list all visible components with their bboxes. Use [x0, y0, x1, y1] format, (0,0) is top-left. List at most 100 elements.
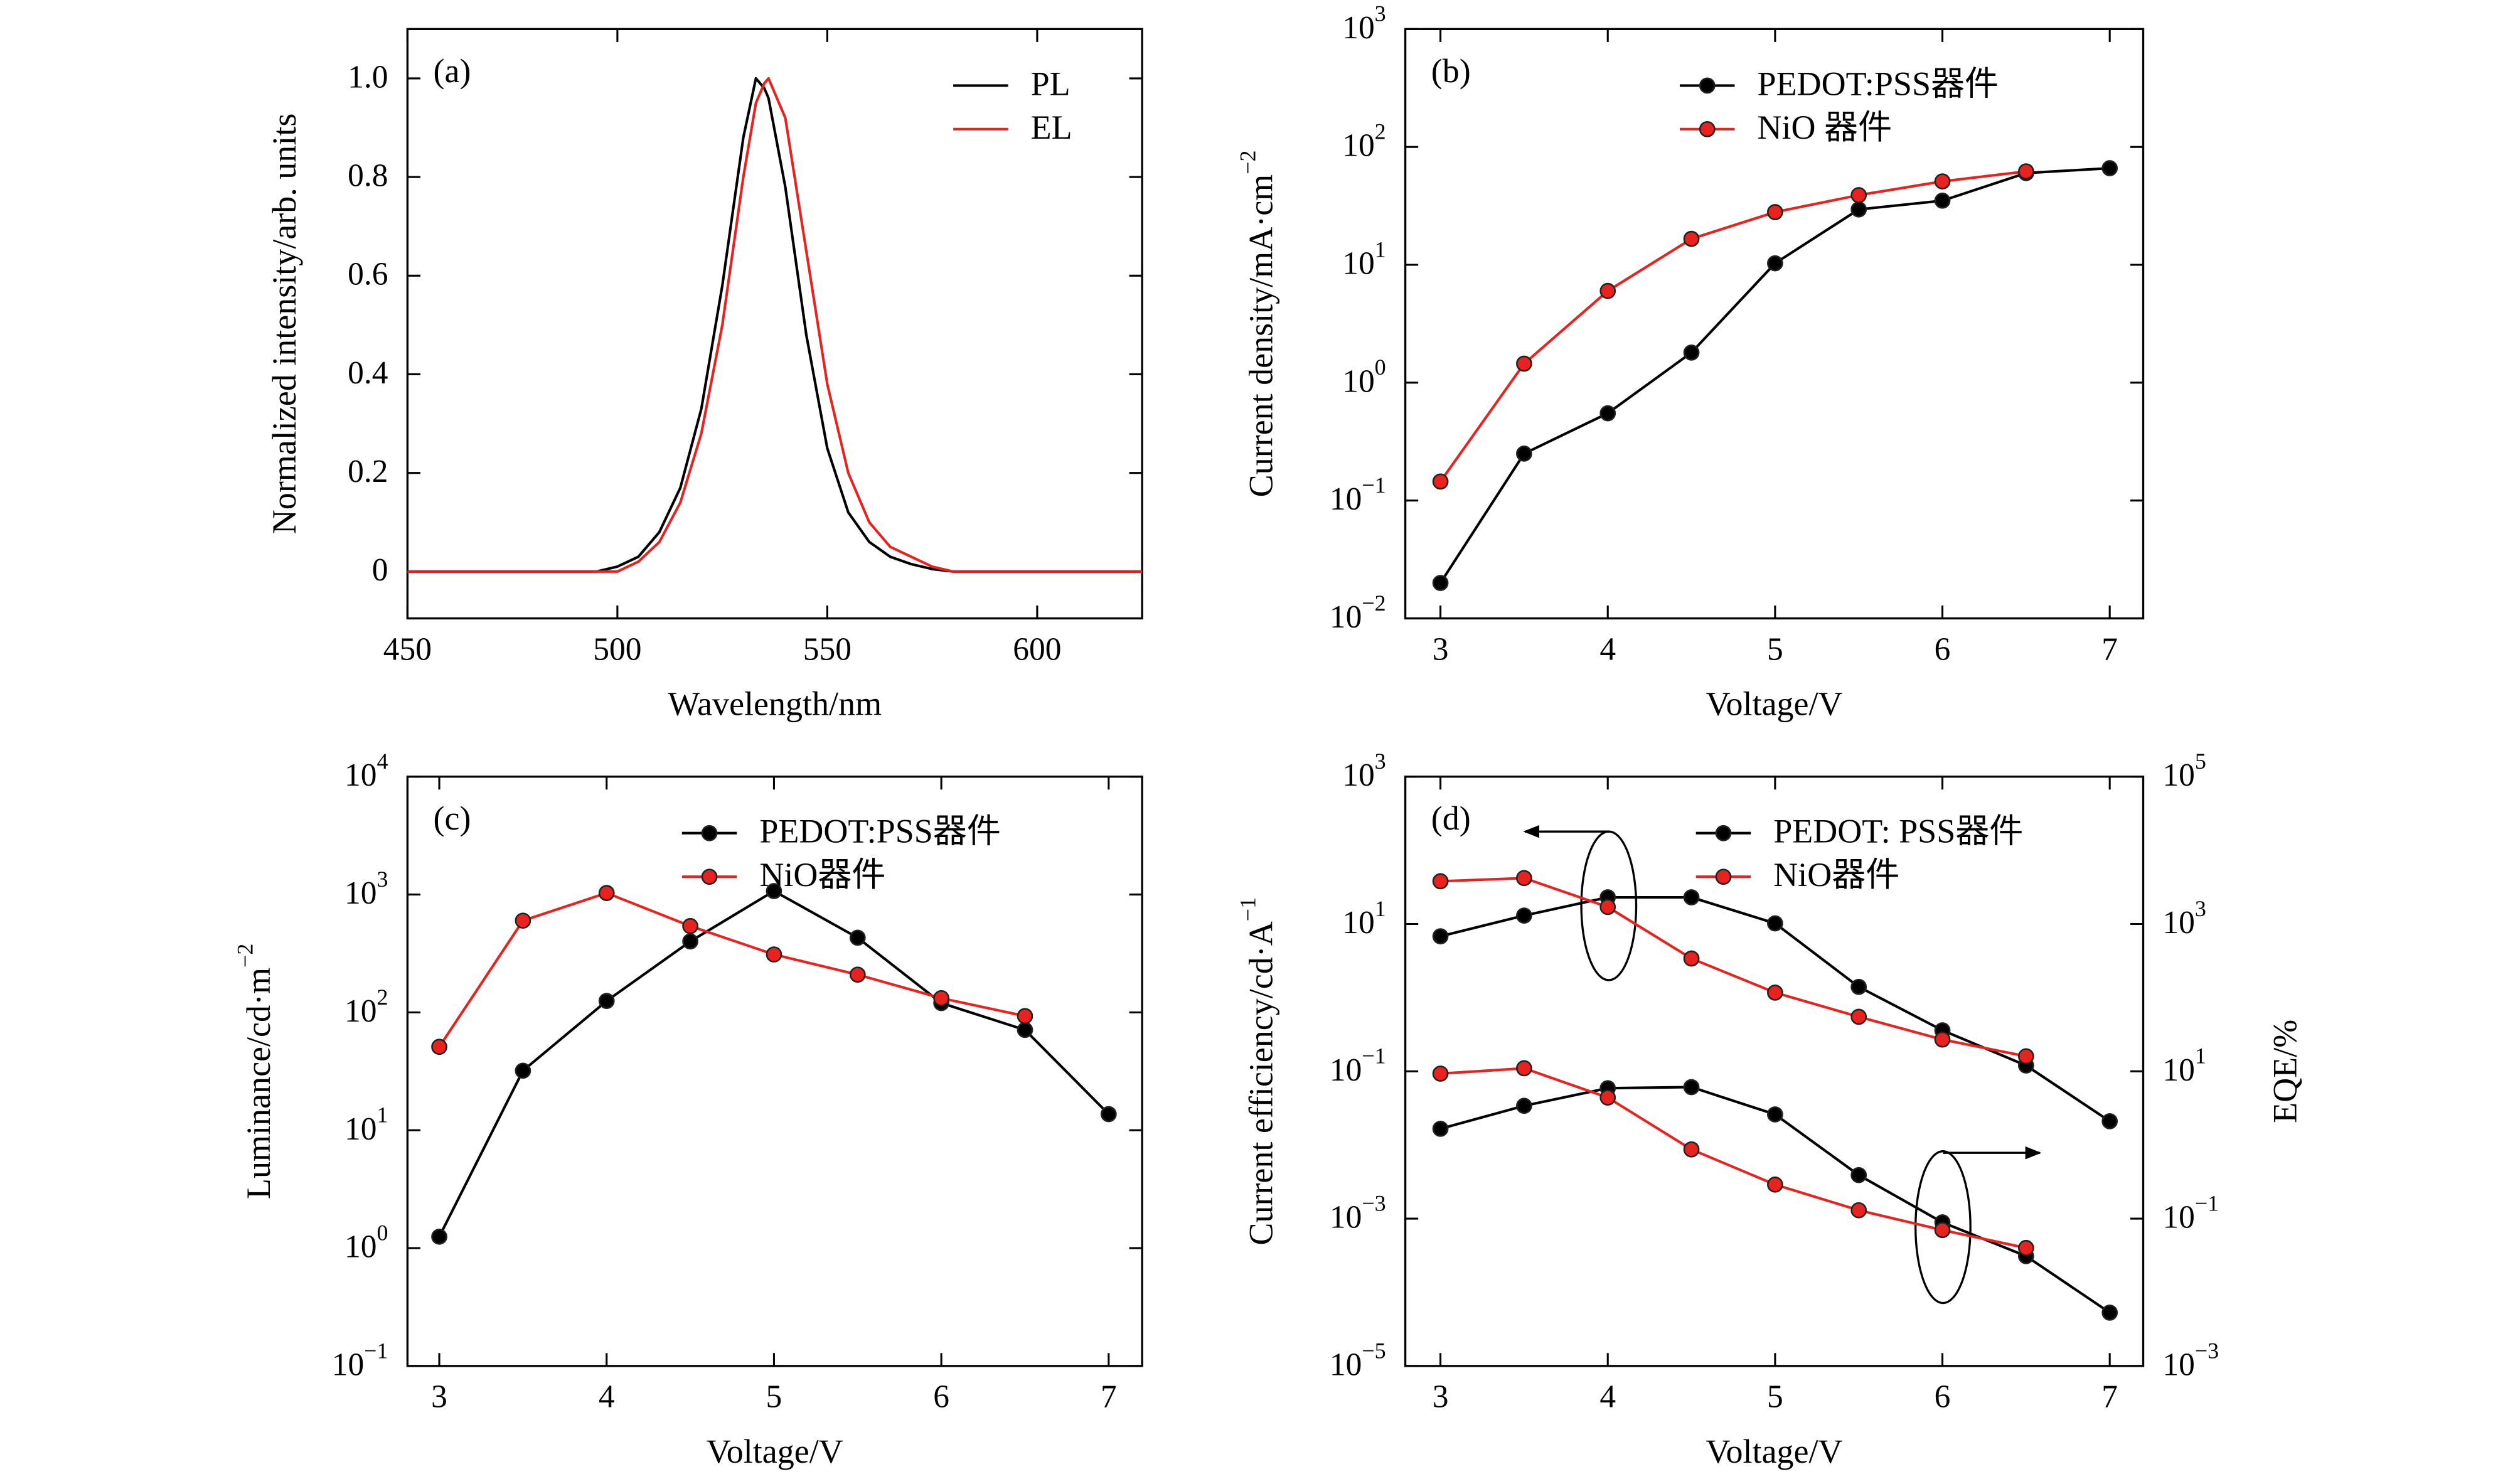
x-tick-label: 7: [2101, 631, 2118, 667]
tick-label-base: 10: [2162, 757, 2194, 793]
tick-label-exp: 1: [2195, 1044, 2206, 1069]
x-tick-label: 3: [1433, 631, 1449, 667]
marker: [1683, 344, 1700, 361]
marker: [431, 1228, 447, 1245]
marker: [933, 990, 949, 1006]
y-tick-label: 10−3: [1330, 1191, 1386, 1236]
tick-label-base: 10: [1342, 363, 1374, 399]
x-axis-label: Wavelength/nm: [668, 685, 882, 722]
tick-label-exp: −1: [364, 1338, 388, 1364]
marker: [1934, 1222, 1951, 1239]
marker: [1516, 446, 1532, 462]
panel-label: (a): [434, 52, 471, 90]
tick-label-base: 10: [1342, 757, 1374, 793]
legend-label: NiO器件: [759, 856, 885, 894]
y-tick-label: 0.6: [348, 257, 388, 292]
legend-marker: [701, 868, 718, 885]
tick-label-exp: 0: [376, 1220, 388, 1246]
tick-label-exp: 4: [376, 749, 388, 774]
panel-label: (c): [434, 799, 471, 837]
legend-marker: [1715, 868, 1732, 885]
tick-label-base: 10: [2162, 905, 2194, 941]
ellipse: [1914, 1150, 1972, 1305]
marker: [1599, 1089, 1616, 1106]
legend-label: PL: [1031, 65, 1070, 102]
y-tick-label: 10−2: [1330, 590, 1386, 635]
x-tick-label: 6: [1935, 1379, 1951, 1415]
tick-label-base: 10: [344, 1111, 376, 1147]
x-tick-label: 5: [1767, 1379, 1783, 1415]
marker: [598, 885, 615, 901]
x-tick-label: 4: [1599, 631, 1616, 667]
marker: [1683, 230, 1700, 247]
x-tick-label: 3: [1433, 1379, 1449, 1415]
y2-tick-label: 10−3: [2162, 1338, 2219, 1383]
tick-label-base: 10: [344, 875, 376, 911]
legend-label: PEDOT:PSS器件: [1758, 65, 1999, 102]
tick-label-base: 10: [1330, 1347, 1362, 1382]
tick-label-exp: 3: [2195, 896, 2206, 921]
marker: [2101, 160, 2118, 176]
tick-label-exp: −1: [1362, 473, 1385, 498]
x-tick-label: 4: [1599, 1379, 1616, 1415]
marker: [1599, 405, 1616, 422]
x-tick-label: 450: [383, 631, 432, 667]
marker: [849, 966, 866, 983]
tick-label-exp: 1: [376, 1103, 388, 1128]
y2-tick-label: 10−1: [2162, 1191, 2219, 1236]
marker: [1767, 1106, 1783, 1123]
y-axis-label-text: Luminance/cd·m: [240, 968, 277, 1199]
x-tick-label: 6: [1935, 631, 1951, 667]
x-tick-label: 550: [803, 631, 852, 667]
series-line: [407, 77, 1143, 573]
tick-label-base: 10: [1342, 245, 1374, 281]
marker: [1934, 192, 1951, 209]
marker: [1017, 1008, 1033, 1025]
y-axis-label: Luminance/cd·m−2: [233, 944, 277, 1199]
marker: [1432, 928, 1449, 945]
x-tick-label: 7: [1101, 1379, 1117, 1415]
x-tick-label: 6: [933, 1379, 949, 1415]
y2-tick-label: 103: [2162, 896, 2206, 941]
marker: [1516, 1097, 1532, 1114]
y-tick-label: 100: [344, 1220, 388, 1265]
marker: [1516, 870, 1532, 887]
y-tick-label: 1.0: [348, 59, 388, 95]
marker: [598, 993, 615, 1010]
plot-frame: [406, 28, 1143, 620]
x-tick-label: 5: [766, 1379, 782, 1415]
marker: [1432, 1065, 1449, 1082]
callouts: [1523, 825, 2042, 1305]
marker: [1767, 255, 1783, 272]
marker: [2017, 1239, 2034, 1256]
x-axis-label: Voltage/V: [1706, 1433, 1843, 1470]
y-tick-label: 10−5: [1330, 1338, 1386, 1383]
marker: [1432, 1120, 1449, 1137]
marker: [1683, 1141, 1700, 1158]
y-tick-label: 10−1: [1330, 1044, 1386, 1088]
marker: [766, 946, 782, 963]
marker: [849, 929, 866, 946]
marker: [1767, 985, 1783, 1001]
series-line: [1439, 166, 2110, 584]
legend-marker: [1699, 120, 1716, 137]
series-line: [438, 889, 1110, 1237]
marker: [1432, 473, 1449, 490]
marker: [515, 912, 531, 929]
tick-label-exp: 1: [1375, 237, 1386, 262]
y-axis-label-text: Current efficiency/cd·A: [1242, 921, 1280, 1245]
marker: [1599, 282, 1616, 299]
marker: [1516, 355, 1532, 372]
tick-label-exp: −1: [1362, 1044, 1385, 1069]
marker: [431, 1039, 447, 1055]
legend-marker: [1715, 825, 1732, 841]
marker: [1516, 907, 1532, 924]
x-axis-label: Voltage/V: [707, 1433, 843, 1470]
panel-label: (b): [1431, 52, 1471, 90]
y-tick-label: 0.2: [348, 454, 388, 489]
tick-label-base: 10: [1342, 905, 1374, 941]
tick-label-exp: 3: [1375, 1, 1386, 26]
tick-label-base: 10: [1330, 1052, 1362, 1088]
tick-label-exp: 2: [1375, 119, 1386, 144]
y-axis-label-sup: −2: [233, 944, 258, 968]
